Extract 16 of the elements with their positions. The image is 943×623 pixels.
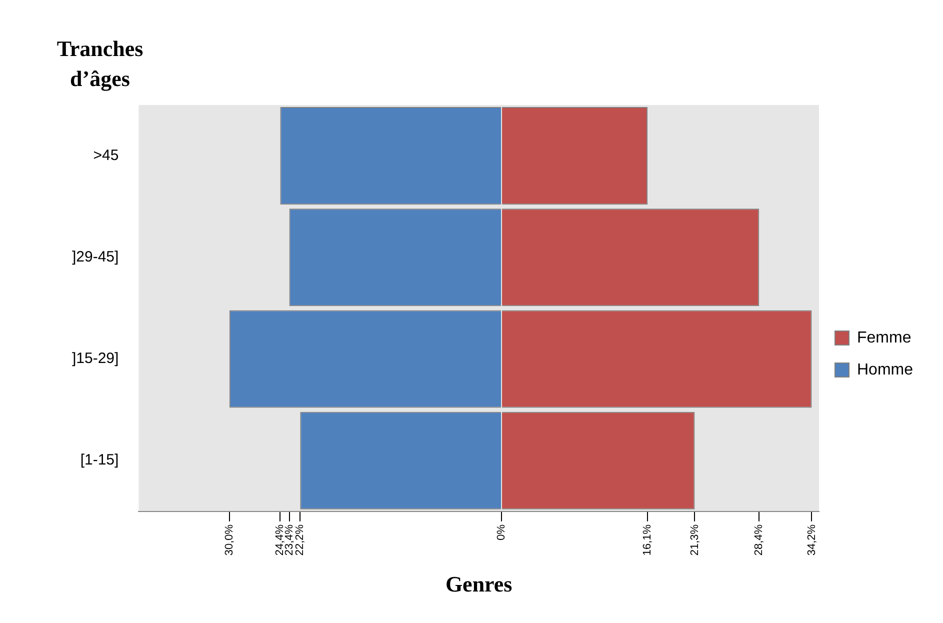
x-tick-label: 34,2% — [806, 524, 818, 556]
x-tick-label: 23,4% — [283, 524, 296, 556]
legend-label: Femme — [856, 329, 912, 346]
x-axis-title: Genres — [445, 571, 513, 596]
x-tick-label: 16,1% — [642, 524, 654, 556]
y-tick-label: >45 — [93, 146, 119, 164]
x-tick-label: 0% — [496, 524, 508, 540]
y-axis-title: Tranches d’âges — [56, 35, 144, 93]
y-tick-label: ]15-29] — [72, 350, 119, 368]
legend-label: Homme — [856, 361, 914, 378]
y-tick-label: [1-15] — [80, 452, 119, 469]
x-tick-label: 28,4% — [753, 524, 766, 556]
x-tick-label: 22,2% — [294, 524, 306, 556]
x-tick-label: 30,0% — [223, 524, 236, 556]
x-tick-label: 21,3% — [688, 524, 701, 556]
y-tick-label: ]29-45] — [72, 248, 119, 266]
